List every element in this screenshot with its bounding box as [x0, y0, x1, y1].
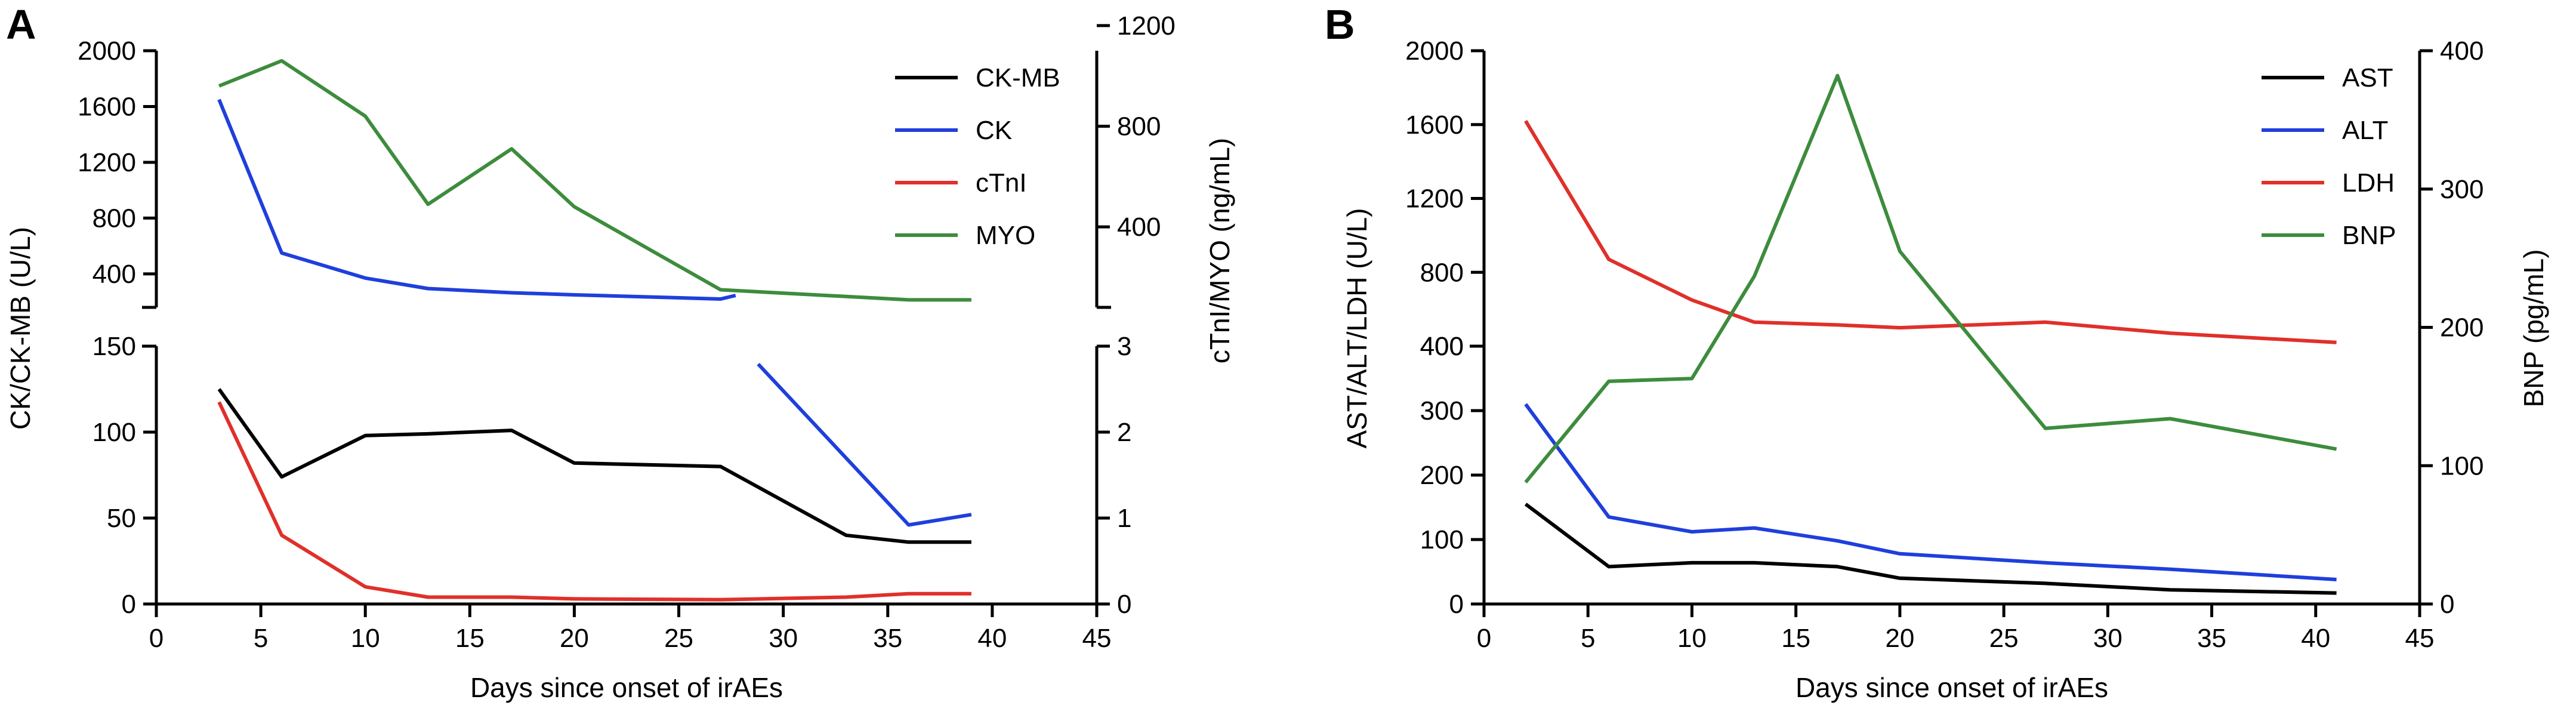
panel-a-left-tick-label: 50	[107, 504, 136, 533]
panel-b-left-tick-label: 1200	[1405, 184, 1464, 214]
panel-a-right-tick-label: 800	[1117, 112, 1161, 141]
panel-a-left-tick-label: 2000	[78, 36, 136, 66]
panel-a-left-tick-label: 0	[122, 590, 136, 619]
panel-b-legend-label-alt: ALT	[2342, 116, 2388, 145]
panel-a-left-tick-label: 1600	[78, 92, 136, 121]
panel-b-right-tick-label: 200	[2440, 313, 2484, 343]
panel-a-left-tick-label: 400	[92, 260, 136, 289]
panel-a-x-tick-label: 45	[1082, 624, 1112, 653]
panel-b-left-tick-label: 400	[1420, 332, 1464, 361]
panel-b-x-tick-label: 5	[1581, 624, 1595, 653]
panel-a-right-tick-label: 0	[1117, 590, 1131, 619]
panel-b-x-tick-label: 25	[1989, 624, 2019, 653]
panel-b-x-tick-label: 45	[2405, 624, 2435, 653]
panel-a-right-axis-title: cTnI/MYO (ng/mL)	[1204, 138, 1235, 363]
panel-a-x-tick-label: 0	[149, 624, 163, 653]
panel-b-left-axis-title: AST/ALT/LDH (U/L)	[1341, 208, 1372, 449]
panel-a-series-myo	[218, 58, 971, 302]
panel-a-x-tick-label: 35	[873, 624, 902, 653]
panel-a-right-tick-label: 400	[1117, 212, 1161, 242]
panel-a-x-tick-label: 40	[977, 624, 1007, 653]
panel-a-legend-label-ctni: cTnI	[976, 168, 1027, 198]
panel-b-legend-label-ldh: LDH	[2342, 168, 2395, 198]
panel-a-x-tick-label: 20	[560, 624, 589, 653]
panel-a-legend-label-ck-mb: CK-MB	[976, 63, 1060, 93]
panel-b-left-tick-label: 300	[1420, 396, 1464, 426]
panel-a-right-tick-label: 1200	[1117, 11, 1176, 41]
panel-b-left-tick-label: 0	[1449, 590, 1464, 619]
panel-b-right-axis-title: BNP (pg/mL)	[2518, 249, 2549, 407]
panel-b-series-alt	[1524, 403, 2337, 581]
panel-a-x-tick-label: 15	[455, 624, 485, 653]
panel-a-legend-label-myo: MYO	[976, 221, 1035, 250]
panel-b-right-tick-label: 100	[2440, 451, 2484, 480]
panel-b-x-tick-label: 40	[2301, 624, 2330, 653]
panel-b-series-bnp	[1524, 73, 2337, 484]
panel-a-x-tick-label: 25	[664, 624, 693, 653]
panel-a-series-ck	[217, 98, 972, 527]
panel-a-series-ctni	[217, 401, 971, 602]
panel-a-x-tick-label: 5	[254, 624, 268, 653]
panel-a-left-axis-title: CK/CK-MB (U/L)	[5, 227, 36, 430]
panel-b-right-tick-label: 400	[2440, 36, 2484, 66]
panel-b-left-tick-label: 400	[1420, 332, 1464, 361]
panel-b-x-tick-label: 20	[1885, 624, 1914, 653]
panel-a-right-tick-label: 2	[1117, 418, 1131, 447]
panel-b-label: B	[1325, 1, 1355, 48]
panel-a-x-tick-label: 10	[351, 624, 380, 653]
panel-a-left-tick-label: 100	[92, 418, 136, 447]
panel-b-left-tick-label: 100	[1420, 525, 1464, 554]
panel-a-right-tick-label: 3	[1117, 332, 1131, 361]
panel-b-left-tick-label: 200	[1420, 461, 1464, 490]
panel-b-left-tick-label: 1600	[1405, 110, 1464, 140]
panel-b-x-tick-label: 0	[1477, 624, 1491, 653]
panel-a-x-tick-label: 30	[769, 624, 798, 653]
panel-b-left-tick-label: 2000	[1405, 36, 1464, 66]
panel-b-left-tick-label: 800	[1420, 258, 1464, 287]
panel-b-series-ast	[1524, 503, 2337, 595]
panel-b-x-tick-label: 35	[2197, 624, 2226, 653]
panel-a-right-tick-label: 1	[1117, 504, 1131, 533]
panel-a-label: A	[6, 1, 36, 48]
panel-b-x-tick-label: 15	[1781, 624, 1810, 653]
panel-a-series-ck-mb	[217, 388, 971, 544]
panel-a-left-tick-label: 150	[92, 332, 136, 361]
panel-b-right-tick-label: 0	[2440, 590, 2454, 619]
panel-a-left-tick-label: 1200	[78, 148, 136, 177]
panel-a-left-tick-label: 800	[92, 204, 136, 233]
panel-a-legend-label-ck: CK	[976, 116, 1012, 145]
panel-b-series-ldh	[1524, 120, 2337, 344]
panel-b-x-axis-title: Days since onset of irAEs	[1796, 672, 2108, 703]
panel-b-legend-label-bnp: BNP	[2342, 221, 2396, 250]
panel-b-x-tick-label: 10	[1677, 624, 1707, 653]
panel-a-x-axis-title: Days since onset of irAEs	[470, 672, 783, 703]
panel-b-legend-label-ast: AST	[2342, 63, 2393, 93]
panel-b-right-tick-label: 300	[2440, 175, 2484, 204]
panel-b-x-tick-label: 30	[2093, 624, 2122, 653]
